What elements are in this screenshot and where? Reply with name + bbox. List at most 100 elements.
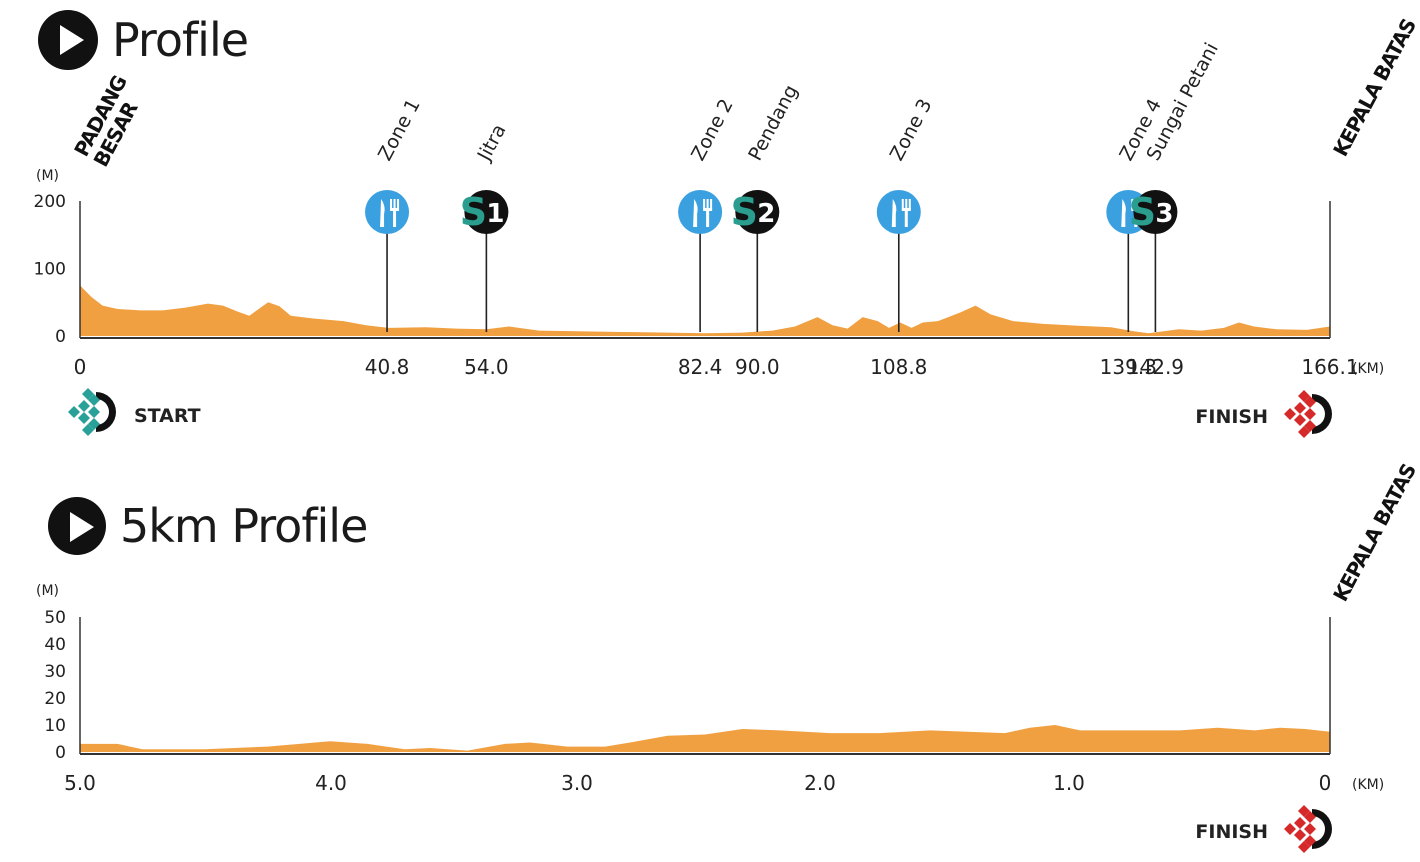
flag-diamond	[1298, 805, 1310, 817]
fork-tine	[397, 199, 400, 209]
y-tick-label: 0	[55, 327, 66, 347]
profile-chart: (M) 0 100 200 0 40.8 54.0 82.4 90.0 108.8 139.3142…	[34, 15, 1420, 438]
flag-diamond	[1284, 823, 1296, 835]
fork-tine	[710, 199, 713, 209]
x-tick-label: 139.3	[1100, 355, 1157, 379]
knife-shape	[693, 199, 698, 227]
finish-label: FINISH	[1195, 821, 1268, 843]
x-tick-label: 5.0	[64, 771, 96, 795]
play-icon	[48, 497, 106, 555]
five-km-profile-header: 5km Profile	[48, 497, 368, 555]
flag-diamond	[78, 412, 90, 424]
fork-handle	[393, 210, 397, 227]
fork-bridge	[703, 208, 713, 211]
flag-diamond	[1294, 829, 1306, 841]
x-tick-label: 108.8	[870, 355, 927, 379]
knife-shape	[380, 199, 385, 227]
x-tick-label: 142.9	[1127, 355, 1184, 379]
start-flag-icon	[68, 388, 116, 436]
flag-diamond	[1304, 823, 1316, 835]
y-axis-unit: (M)	[36, 583, 59, 599]
fork-knife-icon	[876, 190, 921, 234]
y-axis-unit: (M)	[36, 168, 59, 184]
fork-tine	[901, 199, 904, 209]
knife-shape	[891, 199, 897, 227]
fork-knife-icon	[365, 190, 410, 234]
fork-tine	[908, 199, 911, 209]
y-tick-label: 0	[55, 743, 66, 763]
y-tick-label: 40	[44, 635, 66, 655]
x-tick-label: 82.4	[678, 355, 723, 379]
x-tick-label: 166.1	[1301, 355, 1358, 379]
sprint-disc	[464, 190, 509, 234]
y-tick-label: 30	[44, 662, 66, 682]
flag-disk-inner	[1312, 816, 1325, 842]
x-axis-unit: (KM)	[1352, 777, 1384, 793]
sprint-number: 3	[1155, 199, 1173, 229]
sprint-disc	[735, 190, 780, 234]
fork-bridge	[390, 208, 400, 211]
fork-tine	[703, 199, 706, 209]
flag-diamond	[1298, 426, 1310, 438]
flag-diamond	[1298, 390, 1310, 402]
y-tick-label: 50	[44, 608, 66, 628]
x-tick-label: 1.0	[1053, 771, 1085, 795]
sprint-number: 2	[757, 199, 775, 229]
x-tick-label: 90.0	[735, 355, 780, 379]
x-tick-label: 3.0	[561, 771, 593, 795]
sprint-s-letter: S	[1129, 190, 1156, 234]
fork-tine	[905, 199, 908, 209]
fork-bridge	[901, 208, 911, 211]
sprint-disc	[1133, 190, 1178, 234]
x-tick-label: 0	[1319, 771, 1332, 795]
flag-diamond	[1294, 817, 1306, 829]
flag-diamond	[88, 406, 100, 418]
flag-diamond	[82, 388, 94, 400]
fork-knife-icon	[678, 190, 723, 234]
sprint-s-letter: S	[460, 190, 487, 234]
flag-diamond	[78, 400, 90, 412]
finish-flag-icon	[1284, 805, 1332, 853]
play-icon	[38, 10, 98, 70]
fork-tine	[706, 199, 709, 209]
flag-diamond	[1294, 414, 1306, 426]
finish-flag-icon	[1284, 390, 1332, 438]
fork-tine	[1131, 199, 1134, 209]
elevation-area	[80, 285, 1330, 336]
fork-handle	[706, 210, 710, 227]
y-tick-label: 20	[44, 689, 66, 709]
flag-diamond	[68, 406, 80, 418]
x-tick-label: 54.0	[464, 355, 509, 379]
start-label: START	[134, 405, 201, 427]
x-tick-label: 40.8	[365, 355, 410, 379]
five-km-profile-title: 5km Profile	[120, 499, 368, 553]
y-tick-label: 10	[44, 716, 66, 736]
flag-diamond	[1284, 408, 1296, 420]
finish-town-name: KEPALA BATAS	[1328, 460, 1420, 605]
x-tick-label: 0	[74, 355, 87, 379]
flag-diamond	[82, 424, 94, 436]
x-tick-label: 2.0	[804, 771, 836, 795]
y-tick-label: 200	[34, 192, 66, 212]
knife-shape	[1121, 199, 1126, 227]
finish-label: FINISH	[1195, 406, 1268, 428]
y-tick-label: 100	[34, 260, 66, 280]
elevation-area	[80, 725, 1330, 752]
sprint-s-letter: S	[731, 190, 758, 234]
flag-disk-inner	[96, 399, 109, 425]
x-tick-label: 4.0	[315, 771, 347, 795]
flag-diamond	[1294, 402, 1306, 414]
fork-tine	[390, 199, 393, 209]
x-axis-unit: (KM)	[1352, 361, 1384, 377]
flag-diamond	[1304, 408, 1316, 420]
profile-header: Profile	[38, 10, 249, 70]
sprint-number: 1	[486, 199, 504, 229]
flag-diamond	[1298, 841, 1310, 853]
flag-disk-inner	[1312, 401, 1325, 427]
fork-tine	[393, 199, 396, 209]
profile-title: Profile	[112, 13, 249, 67]
